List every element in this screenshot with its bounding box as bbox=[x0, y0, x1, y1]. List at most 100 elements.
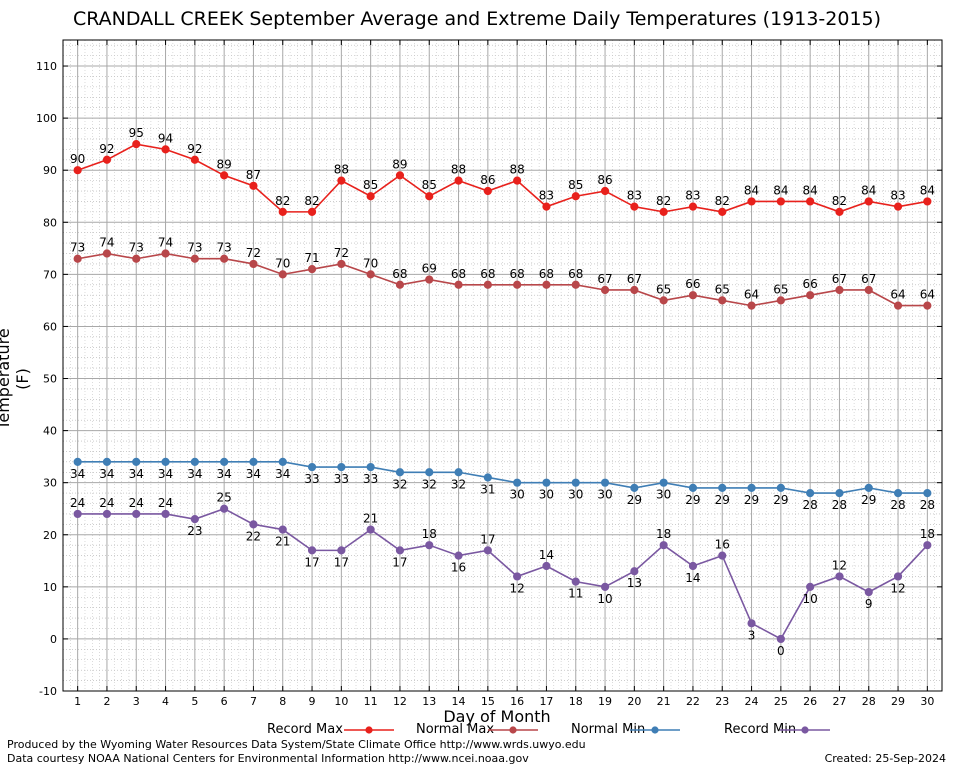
data-point-normal-max bbox=[278, 270, 287, 279]
x-tick-label: 30 bbox=[920, 695, 934, 708]
legend-record-max: Record Max bbox=[267, 722, 343, 737]
data-label-normal-min: 28 bbox=[920, 498, 935, 512]
data-label-record-max: 90 bbox=[70, 152, 85, 166]
data-point-normal-max bbox=[688, 291, 698, 300]
data-point-record-max bbox=[102, 155, 112, 164]
data-label-record-max: 84 bbox=[744, 183, 759, 197]
data-point-record-min bbox=[220, 504, 229, 513]
data-point-normal-min bbox=[776, 483, 785, 492]
data-point-normal-min bbox=[659, 478, 668, 487]
y-tick-label: 110 bbox=[36, 60, 57, 73]
data-label-normal-min: 34 bbox=[246, 467, 261, 481]
data-point-normal-min bbox=[102, 457, 112, 466]
data-point-normal-min bbox=[923, 488, 932, 498]
data-point-normal-min bbox=[220, 457, 229, 466]
data-label-normal-min: 30 bbox=[510, 488, 525, 502]
data-point-normal-min bbox=[835, 488, 844, 498]
data-point-normal-min bbox=[542, 478, 551, 487]
data-point-record-min bbox=[337, 546, 346, 555]
data-point-normal-min bbox=[688, 483, 698, 492]
data-point-normal-max bbox=[923, 301, 932, 310]
x-tick-label: 17 bbox=[539, 695, 553, 708]
data-point-normal-max bbox=[73, 254, 82, 263]
data-label-record-min: 16 bbox=[451, 561, 466, 575]
data-label-normal-min: 29 bbox=[627, 493, 642, 507]
data-label-normal-max: 65 bbox=[773, 282, 788, 296]
data-point-normal-max bbox=[454, 280, 463, 289]
data-label-normal-max: 67 bbox=[861, 272, 876, 286]
data-point-normal-max bbox=[513, 280, 522, 289]
data-label-record-max: 86 bbox=[597, 173, 612, 187]
data-label-normal-max: 73 bbox=[129, 241, 144, 255]
data-point-record-min bbox=[630, 567, 639, 576]
data-label-record-min: 24 bbox=[129, 496, 144, 510]
data-label-normal-max: 73 bbox=[217, 241, 232, 255]
y-tick-label: 50 bbox=[43, 373, 57, 386]
legend-label-record-max: Record Max bbox=[267, 722, 343, 737]
data-point-normal-max bbox=[718, 296, 727, 305]
data-point-normal-max bbox=[161, 249, 170, 258]
data-point-record-max bbox=[161, 145, 170, 154]
data-point-record-max bbox=[600, 186, 610, 196]
data-point-record-max bbox=[278, 207, 287, 216]
data-label-normal-max: 69 bbox=[422, 262, 437, 276]
data-point-record-max bbox=[337, 176, 346, 185]
data-point-normal-min bbox=[718, 483, 727, 492]
legend-marker-record-max bbox=[365, 726, 373, 734]
data-label-normal-max: 73 bbox=[70, 241, 85, 255]
data-point-normal-min bbox=[864, 483, 873, 492]
x-tick-label: 23 bbox=[715, 695, 729, 708]
x-tick-label: 14 bbox=[452, 695, 466, 708]
y-tick-label: 90 bbox=[43, 164, 57, 177]
y-tick-label: 30 bbox=[43, 477, 57, 490]
data-label-normal-min: 32 bbox=[451, 477, 466, 491]
data-label-normal-max: 67 bbox=[597, 272, 612, 286]
data-label-record-max: 94 bbox=[158, 131, 173, 145]
data-label-record-max: 82 bbox=[304, 194, 319, 208]
data-point-normal-max bbox=[483, 280, 492, 289]
data-label-record-min: 24 bbox=[99, 496, 114, 510]
data-label-record-min: 23 bbox=[187, 524, 202, 538]
data-label-record-max: 89 bbox=[217, 157, 232, 171]
data-label-record-max: 84 bbox=[920, 183, 935, 197]
data-label-normal-max: 74 bbox=[99, 236, 114, 250]
data-label-record-max: 82 bbox=[656, 194, 671, 208]
y-tick-label: 60 bbox=[43, 320, 57, 333]
data-point-normal-max bbox=[600, 285, 610, 295]
data-point-normal-min bbox=[249, 457, 258, 466]
data-label-normal-min: 33 bbox=[334, 472, 349, 486]
data-point-normal-min bbox=[747, 483, 756, 492]
data-label-record-max: 83 bbox=[890, 189, 905, 203]
data-label-normal-min: 34 bbox=[99, 467, 114, 481]
data-point-normal-min bbox=[190, 457, 199, 466]
data-label-record-max: 82 bbox=[832, 194, 847, 208]
legend-label-record-min: Record Min bbox=[724, 722, 797, 737]
y-tick-label: 40 bbox=[43, 425, 57, 438]
data-label-record-min: 24 bbox=[158, 496, 173, 510]
y-tick-label: 10 bbox=[43, 581, 57, 594]
data-label-normal-max: 68 bbox=[392, 267, 407, 281]
data-point-normal-max bbox=[747, 301, 756, 310]
data-label-record-min: 9 bbox=[865, 597, 873, 611]
data-label-normal-min: 28 bbox=[803, 498, 818, 512]
x-tick-label: 28 bbox=[862, 695, 876, 708]
x-tick-label: 4 bbox=[162, 695, 169, 708]
data-label-record-min: 18 bbox=[656, 527, 671, 541]
legend-normal-max: Normal Max bbox=[416, 722, 494, 737]
data-label-record-max: 84 bbox=[803, 183, 818, 197]
x-tick-label: 18 bbox=[569, 695, 583, 708]
data-point-record-min bbox=[307, 546, 317, 555]
data-point-normal-min bbox=[630, 483, 639, 492]
footer-credit-wrds: Produced by the Wyoming Water Resources … bbox=[7, 738, 586, 751]
data-label-normal-max: 72 bbox=[334, 246, 349, 260]
data-point-normal-min bbox=[600, 478, 610, 487]
data-label-record-min: 12 bbox=[890, 581, 905, 595]
x-tick-label: 9 bbox=[309, 695, 316, 708]
data-label-normal-min: 30 bbox=[539, 488, 554, 502]
legend-marker-normal-max bbox=[509, 726, 517, 734]
data-label-normal-min: 29 bbox=[715, 493, 730, 507]
data-point-record-max bbox=[220, 171, 229, 180]
data-label-normal-max: 65 bbox=[656, 282, 671, 296]
x-tick-label: 6 bbox=[221, 695, 228, 708]
data-point-record-min bbox=[600, 582, 610, 591]
